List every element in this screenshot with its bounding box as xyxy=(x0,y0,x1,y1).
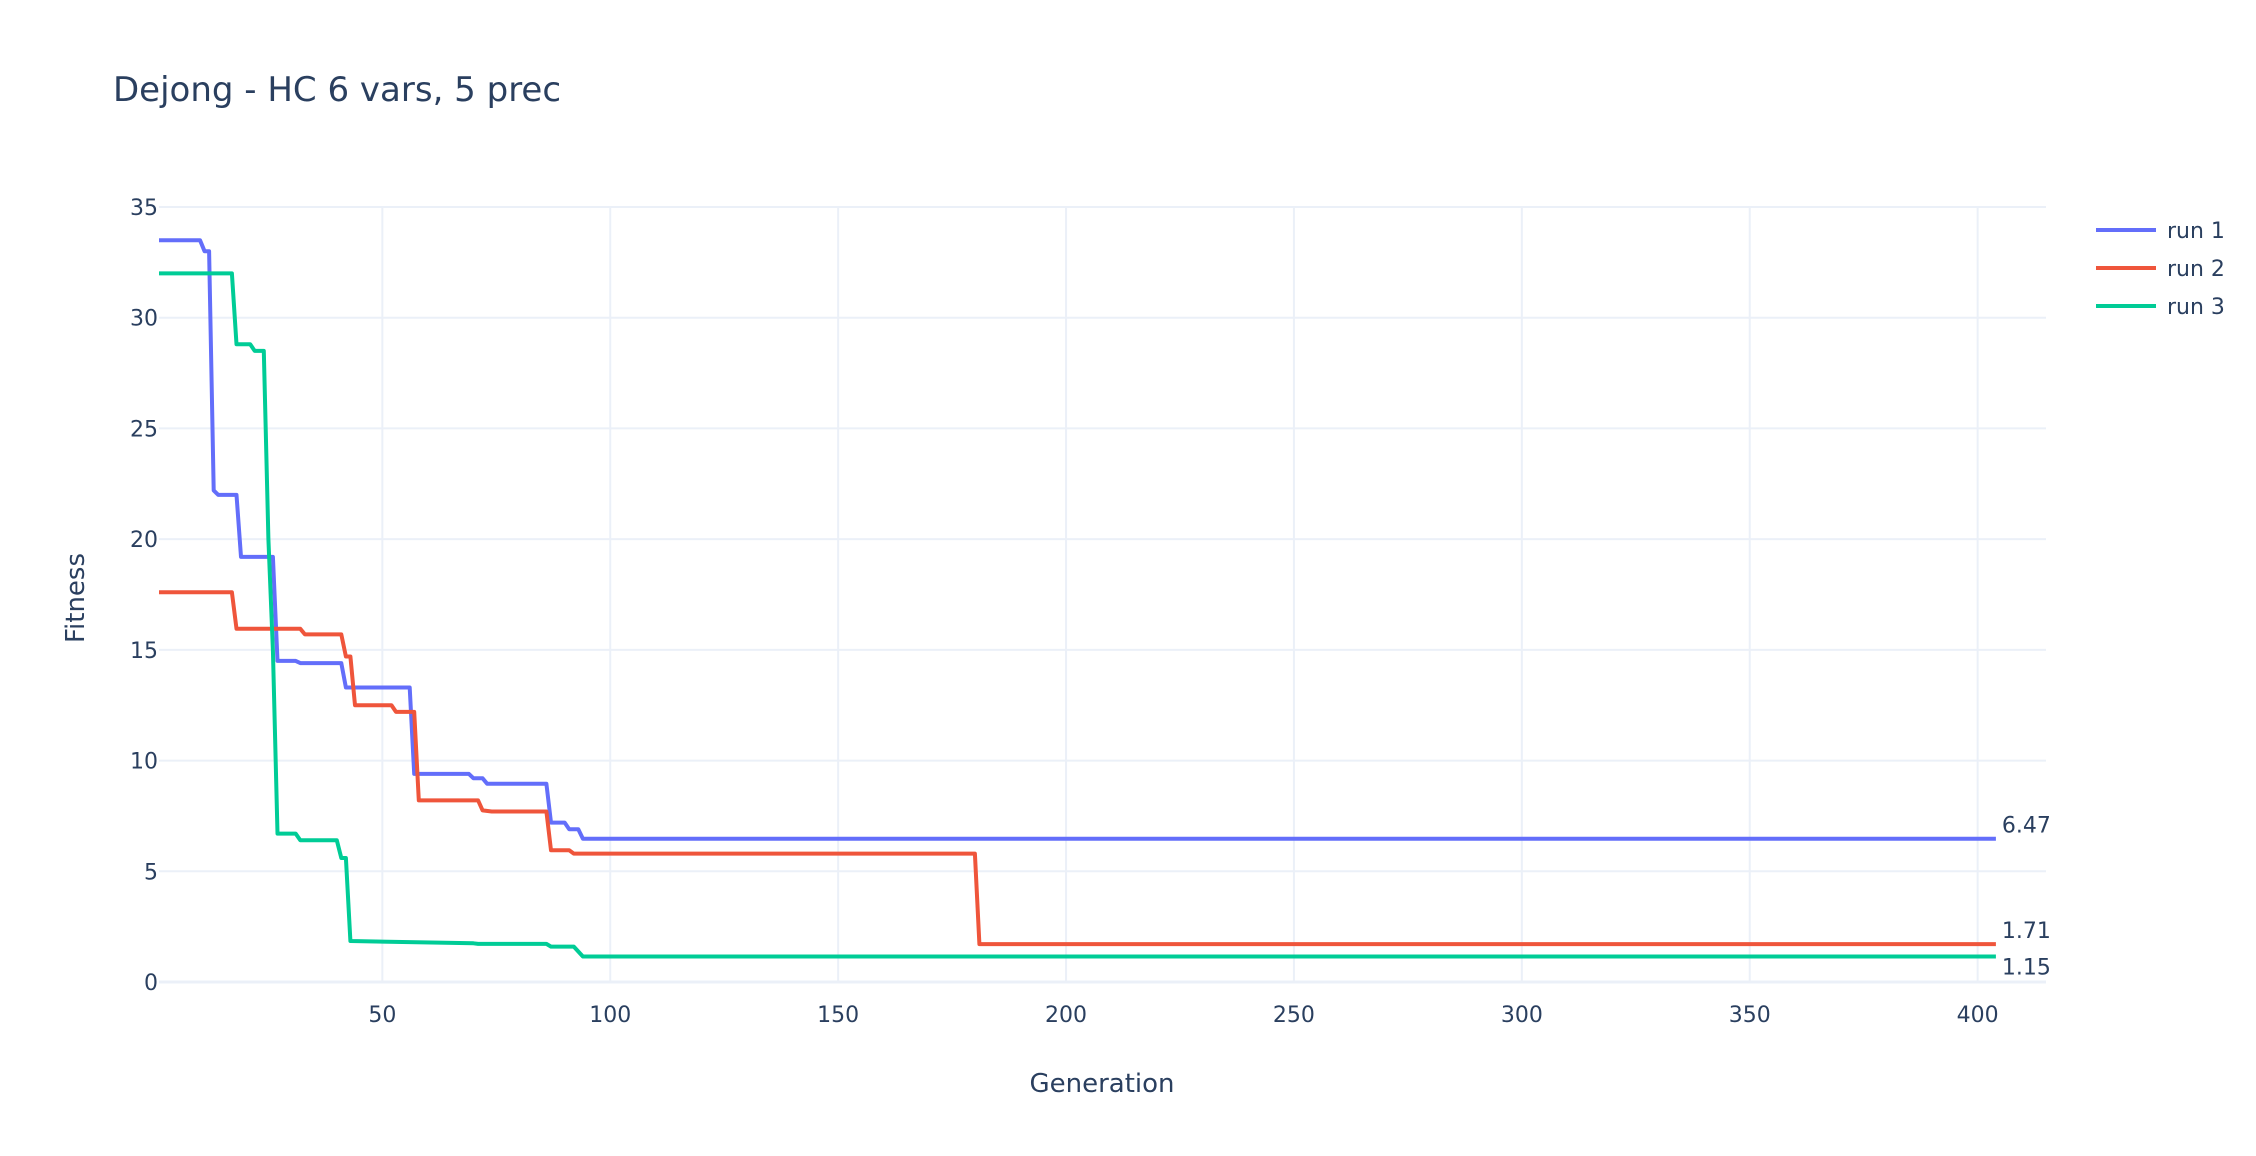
x-tick-label: 250 xyxy=(1273,1003,1315,1028)
y-gridlines xyxy=(159,206,2046,984)
series-line-1 xyxy=(159,238,1996,841)
x-tick-label: 100 xyxy=(589,1003,631,1028)
y-tick-label: 0 xyxy=(144,971,158,996)
x-tick-label: 400 xyxy=(1957,1003,1999,1028)
series-lines xyxy=(159,238,1996,959)
x-tick-label: 150 xyxy=(817,1003,859,1028)
legend: run 1 run 2 run 3 xyxy=(2096,219,2225,320)
x-axis-title: Generation xyxy=(1029,1069,1174,1099)
x-tick-labels: 50 100 150 200 250 300 350 400 xyxy=(368,1003,1998,1028)
x-tick-label: 350 xyxy=(1729,1003,1771,1028)
x-tick-label: 300 xyxy=(1501,1003,1543,1028)
end-label-run-1: 6.47 xyxy=(2002,814,2051,839)
x-tick-label: 200 xyxy=(1045,1003,1087,1028)
series-line-3 xyxy=(159,271,1996,959)
y-tick-label: 30 xyxy=(130,307,158,332)
x-gridlines xyxy=(381,207,1979,982)
y-tick-label: 35 xyxy=(130,196,158,221)
y-tick-label: 10 xyxy=(130,750,158,775)
y-tick-label: 5 xyxy=(144,860,158,885)
y-tick-label: 20 xyxy=(130,528,158,553)
y-tick-labels: 0 5 10 15 20 25 30 35 xyxy=(130,196,158,996)
series-line-2 xyxy=(159,590,1996,947)
chart-title: Dejong - HC 6 vars, 5 prec xyxy=(113,70,561,110)
legend-label-run-1[interactable]: run 1 xyxy=(2167,219,2225,244)
end-label-run-3: 1.15 xyxy=(2002,956,2051,981)
y-tick-label: 15 xyxy=(130,639,158,664)
y-axis-title: Fitness xyxy=(61,553,91,643)
legend-label-run-2[interactable]: run 2 xyxy=(2167,257,2225,282)
y-tick-label: 25 xyxy=(130,417,158,442)
legend-label-run-3[interactable]: run 3 xyxy=(2167,295,2225,320)
end-value-labels: 6.47 1.71 1.15 xyxy=(2002,814,2051,981)
x-tick-label: 50 xyxy=(368,1003,396,1028)
end-label-run-2: 1.71 xyxy=(2002,919,2051,944)
